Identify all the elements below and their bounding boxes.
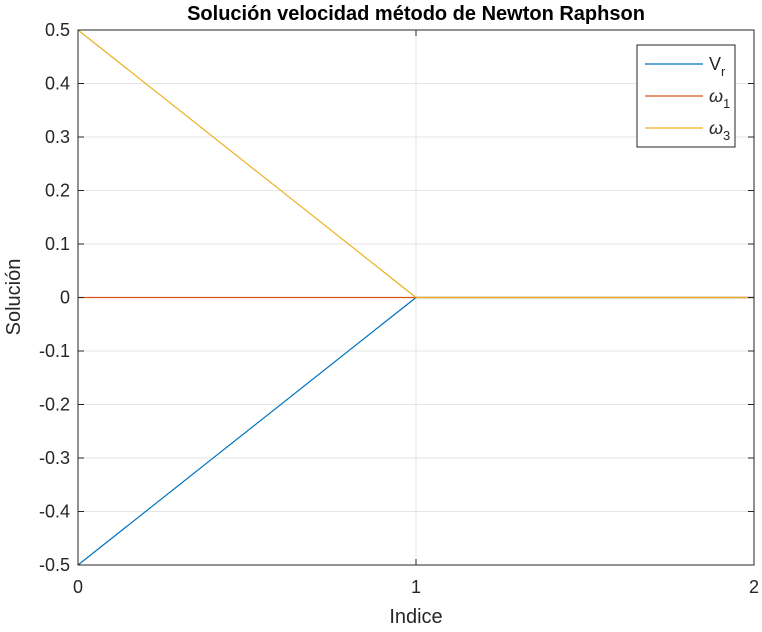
y-tick-label: 0.1 (45, 234, 70, 254)
y-tick-label: -0.4 (39, 502, 70, 522)
y-tick-label: 0.2 (45, 181, 70, 201)
y-axis-label: Solución (3, 259, 25, 336)
y-tick-label: -0.5 (39, 555, 70, 575)
legend-subscript-2: 1 (723, 96, 730, 111)
y-tick-label: -0.1 (39, 341, 70, 361)
series-line-3 (77, 29, 754, 299)
x-tick-label: 1 (411, 577, 421, 597)
y-tick-label: 0.3 (45, 127, 70, 147)
legend-subscript-1: r (721, 64, 726, 79)
legend-subscript-3: 3 (723, 128, 730, 143)
y-tick-label: 0 (60, 288, 70, 308)
chart-title: Solución velocidad método de Newton Raph… (187, 3, 645, 25)
y-tick-label: 0.5 (45, 20, 70, 40)
x-tick-label: 0 (73, 577, 83, 597)
x-tick-label: 2 (749, 577, 759, 597)
x-axis-label: Indice (389, 606, 442, 627)
series-lines (77, 29, 754, 566)
y-tick-label: -0.2 (39, 395, 70, 415)
y-tick-label: 0.4 (45, 74, 70, 94)
y-tick-label: -0.3 (39, 448, 70, 468)
tick-labels: 0 1 2 0.5 0.4 0.3 0.2 0.1 0 -0.1 -0.2 -0.3 -0.4 -0.5 (39, 20, 759, 597)
